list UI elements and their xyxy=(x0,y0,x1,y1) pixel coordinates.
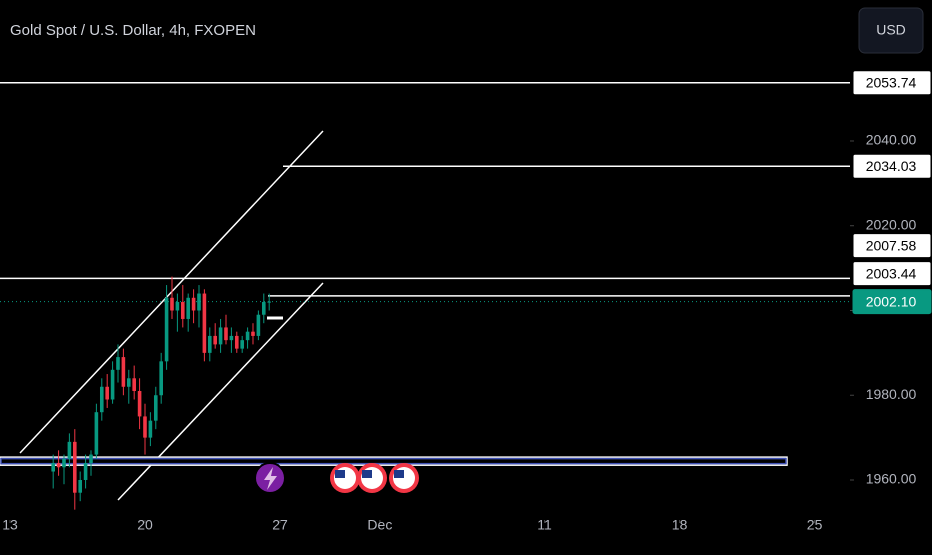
candle-body xyxy=(62,458,66,468)
candle-body xyxy=(94,412,99,455)
event-icon[interactable] xyxy=(389,463,419,493)
y-tick-label: 2020.00 xyxy=(866,216,917,232)
candle-body xyxy=(197,293,201,311)
candle-body xyxy=(137,391,142,417)
candle-body xyxy=(78,479,82,493)
y-tick-label: 2040.00 xyxy=(866,132,917,148)
x-tick-label: 18 xyxy=(672,517,688,533)
event-icon[interactable] xyxy=(357,463,387,493)
candle-body xyxy=(121,357,126,387)
candle-body xyxy=(267,301,271,303)
candle-body xyxy=(51,463,55,472)
zone-border xyxy=(0,457,787,465)
candle-body xyxy=(202,293,207,353)
candle-body xyxy=(175,302,180,311)
currency-label: USD xyxy=(876,22,906,38)
candle-body xyxy=(89,454,93,464)
candle-body xyxy=(261,302,266,315)
candle-body xyxy=(234,335,239,349)
candle-body xyxy=(83,463,88,480)
candle-body xyxy=(191,297,196,311)
price-label: 2007.58 xyxy=(866,237,917,253)
x-tick-label: Dec xyxy=(367,517,392,533)
event-icons xyxy=(254,462,419,494)
y-tick-label: 1960.00 xyxy=(866,471,917,487)
x-tick-label: 11 xyxy=(537,517,552,533)
candle-body xyxy=(170,297,174,311)
candle-body xyxy=(164,297,169,362)
price-label: 2003.44 xyxy=(866,265,917,281)
zone-box xyxy=(0,456,788,466)
candle-body xyxy=(153,395,158,421)
x-tick-label: 13 xyxy=(2,517,18,533)
candle-body xyxy=(256,314,261,336)
candle-body xyxy=(105,386,109,400)
candle-body xyxy=(213,335,217,345)
candle-body xyxy=(67,441,72,459)
candle-body xyxy=(159,361,163,396)
candle-body xyxy=(116,357,120,370)
price-label-box xyxy=(852,233,932,259)
candle-body xyxy=(207,335,212,353)
candle-body xyxy=(245,331,250,341)
candle-body xyxy=(218,327,223,345)
price-label-box xyxy=(852,261,932,287)
candle-body xyxy=(229,335,234,341)
current-price-label-box xyxy=(852,289,932,315)
x-tick-label: 27 xyxy=(272,517,288,533)
currency-button[interactable] xyxy=(858,7,924,54)
price-label-box xyxy=(852,153,932,179)
candle-body xyxy=(240,340,244,349)
candle-body xyxy=(99,386,104,413)
lightning xyxy=(264,467,277,490)
y-tick-label: 1980.00 xyxy=(866,386,917,402)
candle-body xyxy=(224,327,228,341)
candle-body xyxy=(56,463,61,468)
x-tick-label: 25 xyxy=(807,517,823,533)
current-price-label: 2002.10 xyxy=(866,293,917,309)
price-label: 2034.03 xyxy=(866,158,917,174)
candle-body xyxy=(143,416,147,438)
candle-body xyxy=(148,420,153,438)
candle-body xyxy=(72,441,77,493)
price-label: 2053.74 xyxy=(866,74,917,90)
chart-title: Gold Spot / U.S. Dollar, 4h, FXOPEN xyxy=(10,22,256,39)
price-label-box xyxy=(852,70,932,96)
candle-body xyxy=(180,302,185,319)
x-tick-label: 20 xyxy=(137,517,153,533)
candle-body xyxy=(186,297,190,319)
candle-body xyxy=(251,331,255,336)
candle-body xyxy=(126,378,131,387)
candle-body xyxy=(110,369,115,400)
event-icon[interactable] xyxy=(330,463,360,493)
candle-body xyxy=(132,378,136,392)
